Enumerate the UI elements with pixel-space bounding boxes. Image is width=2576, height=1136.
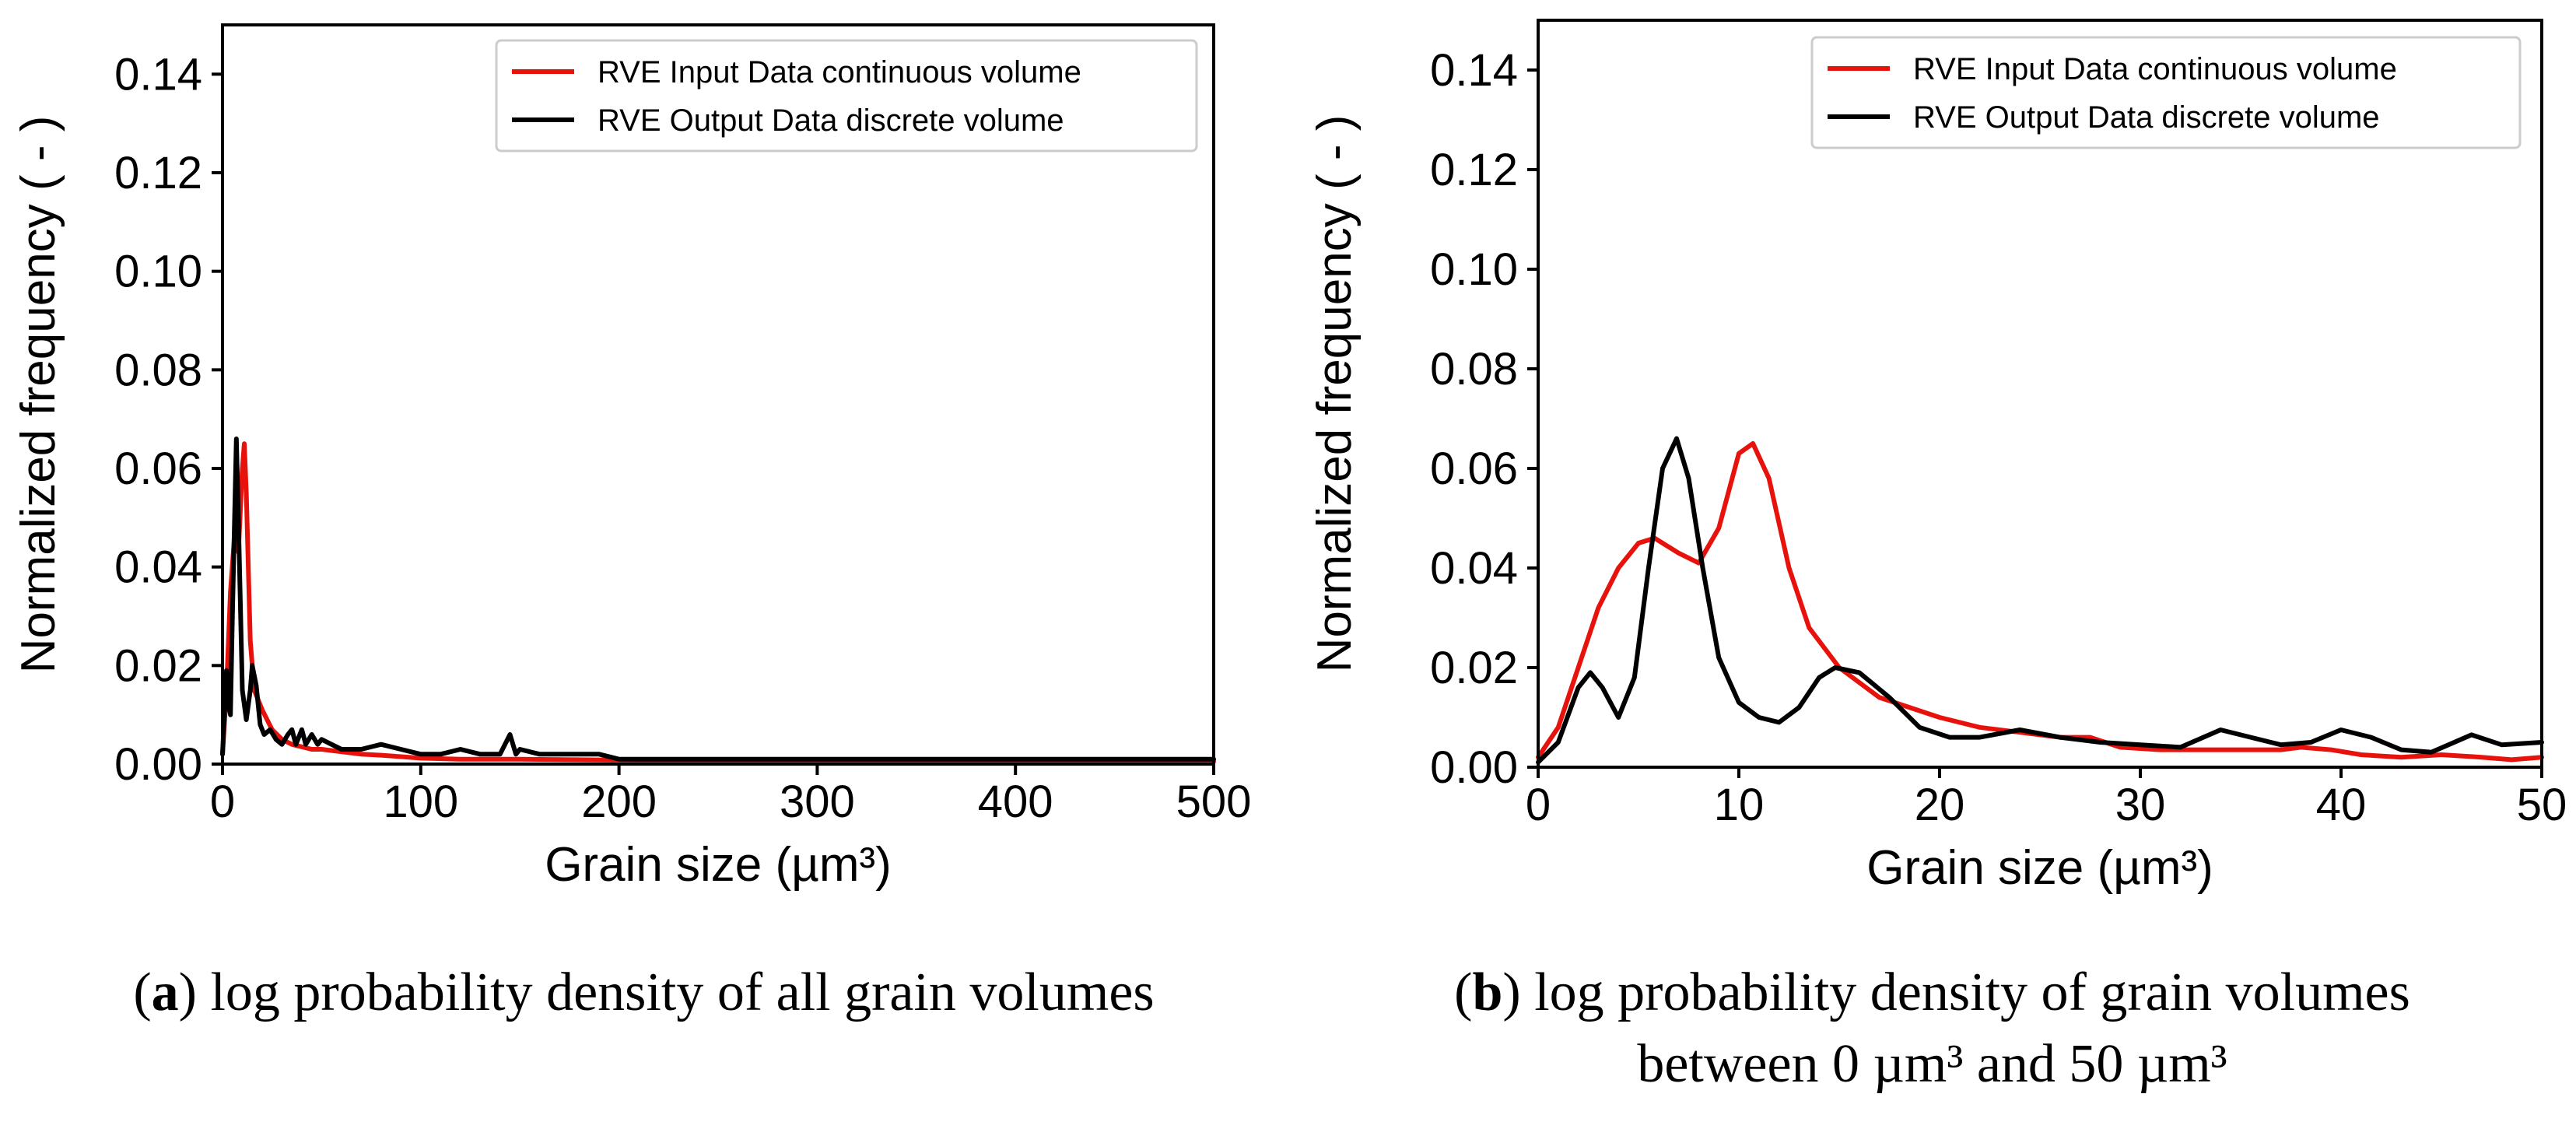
x-tick-label: 50 [2517, 780, 2567, 830]
caption-b-line2: between 0 µm³ and 50 µm³ [1637, 1034, 2227, 1094]
y-tick-label: 0.04 [1430, 543, 1518, 594]
caption-b-label: b [1472, 962, 1503, 1022]
x-tick-label: 500 [1176, 777, 1252, 827]
caption-a: (a) log probability density of all grain… [133, 962, 1155, 1022]
y-tick-label: 0.06 [1430, 444, 1518, 494]
chart-a: 0 100 200 300 400 500 0.00 0.02 0.04 0.06 0.08 0.10… [12, 23, 1252, 892]
x-tick-label: 20 [1915, 780, 1965, 830]
x-tick-label: 200 [581, 777, 657, 827]
caption-a-label: a [151, 962, 179, 1022]
series-line-0 [1536, 441, 2544, 763]
chart-b: 0 10 20 30 40 50 0.00 0.02 0.04 0.06 0.08 0.10 0.12 0… [1308, 19, 2567, 895]
x-tick-label: 0 [1526, 780, 1551, 830]
series-line-1 [1536, 436, 2544, 765]
x-tick-label: 10 [1714, 780, 1765, 830]
legend-label-0: RVE Input Data continuous volume [598, 55, 1081, 89]
legend-box [1810, 36, 2522, 149]
plot-frame [1537, 19, 2543, 769]
legend-label-0: RVE Input Data continuous volume [1913, 52, 2397, 86]
y-tick-label: 0.08 [1430, 344, 1518, 394]
legend-label-1: RVE Output Data discrete volume [598, 103, 1064, 138]
legend-box [495, 39, 1198, 153]
x-tick-label: 0 [210, 777, 235, 827]
caption-b-text: log probability density of grain volumes [1534, 962, 2410, 1022]
x-axis-label: Grain size (µm³) [1866, 841, 2213, 895]
x-tick-label: 100 [383, 777, 458, 827]
x-axis-label: Grain size (µm³) [545, 838, 892, 892]
y-tick-label: 0.12 [114, 148, 202, 198]
x-tick-label: 300 [780, 777, 855, 827]
y-tick-label: 0.14 [1430, 45, 1518, 96]
series-line-1 [220, 437, 1216, 762]
x-tick-label: 400 [978, 777, 1053, 827]
x-tick-label: 30 [2115, 780, 2166, 830]
y-axis-label: Normalized frequency ( - ) [12, 116, 65, 674]
chart-panel-a: 0 100 200 300 400 500 0.00 0.02 0.04 0.06 0.08 0.10… [12, 23, 1252, 1022]
y-tick-label: 0.02 [1430, 643, 1518, 693]
y-tick-label: 0.10 [114, 247, 202, 297]
y-tick-label: 0.04 [114, 542, 202, 593]
chart-panel-b: 0 10 20 30 40 50 0.00 0.02 0.04 0.06 0.08 0.10 0.12 0… [1288, 0, 2576, 1136]
caption-b: (b) log probability density of grain vol… [1454, 962, 2410, 1094]
y-tick-label: 0.00 [114, 739, 202, 790]
x-tick-label: 40 [2316, 780, 2367, 830]
y-tick-label: 0.12 [1430, 145, 1518, 195]
y-tick-label: 0.02 [114, 640, 202, 691]
plot-frame [221, 23, 1215, 766]
series-line-0 [220, 441, 1216, 764]
y-tick-label: 0.08 [114, 345, 202, 395]
caption-a-text: log probability density of all grain vol… [210, 962, 1155, 1022]
y-tick-label: 0.00 [1430, 742, 1518, 793]
y-tick-label: 0.14 [114, 49, 202, 100]
y-tick-label: 0.10 [1430, 244, 1518, 295]
legend-label-1: RVE Output Data discrete volume [1913, 100, 2380, 135]
y-tick-label: 0.06 [114, 444, 202, 494]
y-axis-label: Normalized frequency ( - ) [1308, 115, 1362, 673]
